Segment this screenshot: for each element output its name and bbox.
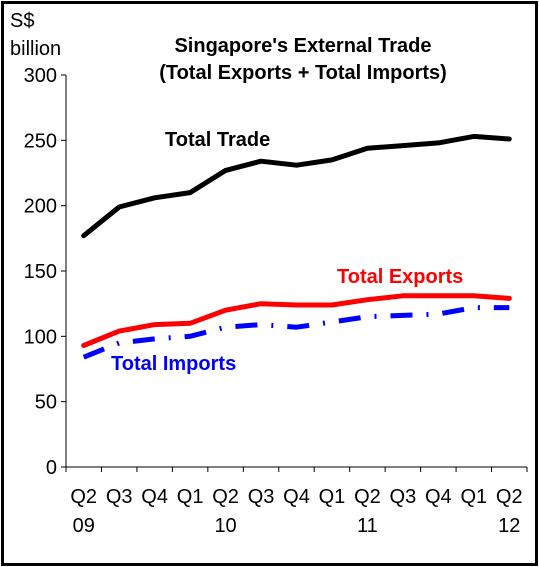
chart-title: Singapore's External Trade: [174, 35, 431, 57]
x-year-label: 10: [214, 515, 236, 537]
y-unit-label: S$: [10, 10, 34, 32]
x-tick-label: Q4: [283, 486, 310, 508]
x-tick-label: Q2: [70, 486, 97, 508]
y-tick-label: 250: [24, 130, 57, 152]
x-tick-label: Q4: [141, 486, 168, 508]
x-tick-label: Q1: [460, 486, 487, 508]
y-tick-label: 50: [35, 392, 57, 414]
x-tick-label: Q1: [177, 486, 204, 508]
y-tick-label: 100: [24, 326, 57, 348]
series-line-total-trade: [81, 133, 512, 239]
series-annotation: Total Imports: [111, 353, 236, 375]
x-tick-label: Q2: [496, 486, 523, 508]
y-unit-label-2: billion: [10, 38, 61, 60]
x-year-label: 09: [73, 515, 95, 537]
y-tick-label: 0: [46, 457, 57, 479]
x-tick-label: Q3: [248, 486, 275, 508]
x-tick-label: Q4: [425, 486, 452, 508]
x-tick-label: Q3: [106, 486, 133, 508]
series-annotation: Total Exports: [337, 266, 463, 288]
x-tick-label: Q3: [390, 486, 417, 508]
x-year-label: 12: [498, 515, 520, 537]
x-tick-label: Q2: [212, 486, 239, 508]
series-annotation: Total Trade: [165, 129, 270, 151]
x-tick-label: Q1: [319, 486, 346, 508]
x-year-label: 11: [357, 515, 378, 537]
series-line-total-imports: [82, 305, 510, 360]
y-tick-label: 150: [24, 261, 57, 283]
x-tick-label: Q2: [354, 486, 381, 508]
chart-subtitle: (Total Exports + Total Imports): [159, 62, 447, 84]
y-tick-label: 300: [24, 65, 57, 87]
y-tick-label: 200: [24, 196, 57, 218]
